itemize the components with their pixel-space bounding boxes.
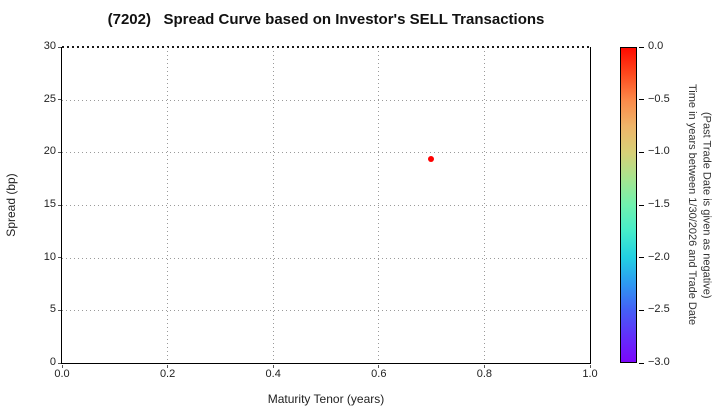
colorbar-tick-mark: [638, 99, 644, 101]
x-tick-label: 0.0: [54, 368, 70, 380]
gridline-x-04: [272, 47, 274, 363]
colorbar-gradient: [620, 47, 637, 363]
gridline-top: [61, 46, 590, 48]
gridline-y-5: [61, 310, 590, 312]
y-tick-label: 10: [43, 250, 56, 263]
x-tick-mark: [483, 364, 485, 368]
y-tick-mark: [57, 99, 61, 101]
colorbar-tick-label: −1.0: [648, 145, 670, 158]
colorbar-tick-mark: [638, 257, 644, 259]
colorbar-tick-label: −0.5: [648, 92, 670, 105]
colorbar-tick-mark: [638, 309, 644, 311]
plot-area: [60, 46, 591, 364]
y-tick-mark: [57, 204, 61, 206]
y-tick-mark: [57, 46, 61, 48]
y-tick-mark: [57, 257, 61, 259]
x-tick-label: 0.8: [476, 368, 493, 380]
gridline-x-02: [167, 47, 169, 363]
x-tick-label: 0.2: [159, 368, 176, 380]
y-tick-label: 20: [43, 145, 56, 158]
y-tick-mark: [57, 309, 61, 311]
y-tick-label: 30: [43, 40, 56, 52]
gridline-x-06: [378, 47, 380, 363]
x-axis-label: Maturity Tenor (years): [267, 392, 385, 406]
y-tick-label: 0: [49, 356, 56, 368]
gridline-y-10: [61, 257, 590, 259]
colorbar-tick-label: 0.0: [648, 40, 664, 52]
colorbar-tick-mark: [638, 46, 644, 48]
x-tick-label: 1.0: [582, 368, 598, 380]
x-tick-mark: [167, 364, 169, 368]
gridline-y-20: [61, 152, 590, 154]
y-axis-label: Spread (bp): [4, 173, 18, 237]
x-tick-mark: [272, 364, 274, 368]
colorbar-tick-mark: [638, 151, 644, 153]
colorbar-tick-label: −2.0: [648, 250, 670, 263]
colorbar-tick-label: −2.5: [648, 303, 670, 316]
colorbar-label-line1: Time in years between 1/30/2026 and Trad…: [685, 84, 698, 326]
y-tick-mark: [57, 362, 61, 364]
colorbar-tick-mark: [638, 204, 644, 206]
gridline-y-25: [61, 99, 590, 101]
x-tick-mark: [61, 364, 63, 368]
chart-title: (7202) Spread Curve based on Investor's …: [107, 11, 545, 28]
x-tick-mark: [378, 364, 380, 368]
y-tick-label: 5: [49, 303, 56, 316]
gridline-y-15: [61, 205, 590, 206]
data-point: [428, 155, 435, 162]
colorbar-tick-label: −3.0: [648, 356, 670, 368]
x-tick-label: 0.4: [265, 368, 281, 380]
y-tick-label: 25: [43, 92, 56, 105]
x-tick-mark: [589, 364, 591, 368]
colorbar-label: Time in years between 1/30/2026 and Trad…: [684, 47, 714, 363]
colorbar-label-line2: (Past Trade Date is given as negative): [700, 111, 713, 299]
x-tick-label: 0.6: [371, 368, 387, 380]
colorbar-tick-label: −1.5: [648, 198, 670, 210]
gridline-x-08: [483, 47, 485, 363]
colorbar-tick-mark: [638, 362, 644, 364]
y-tick-mark: [57, 151, 61, 153]
y-tick-label: 15: [43, 198, 56, 210]
